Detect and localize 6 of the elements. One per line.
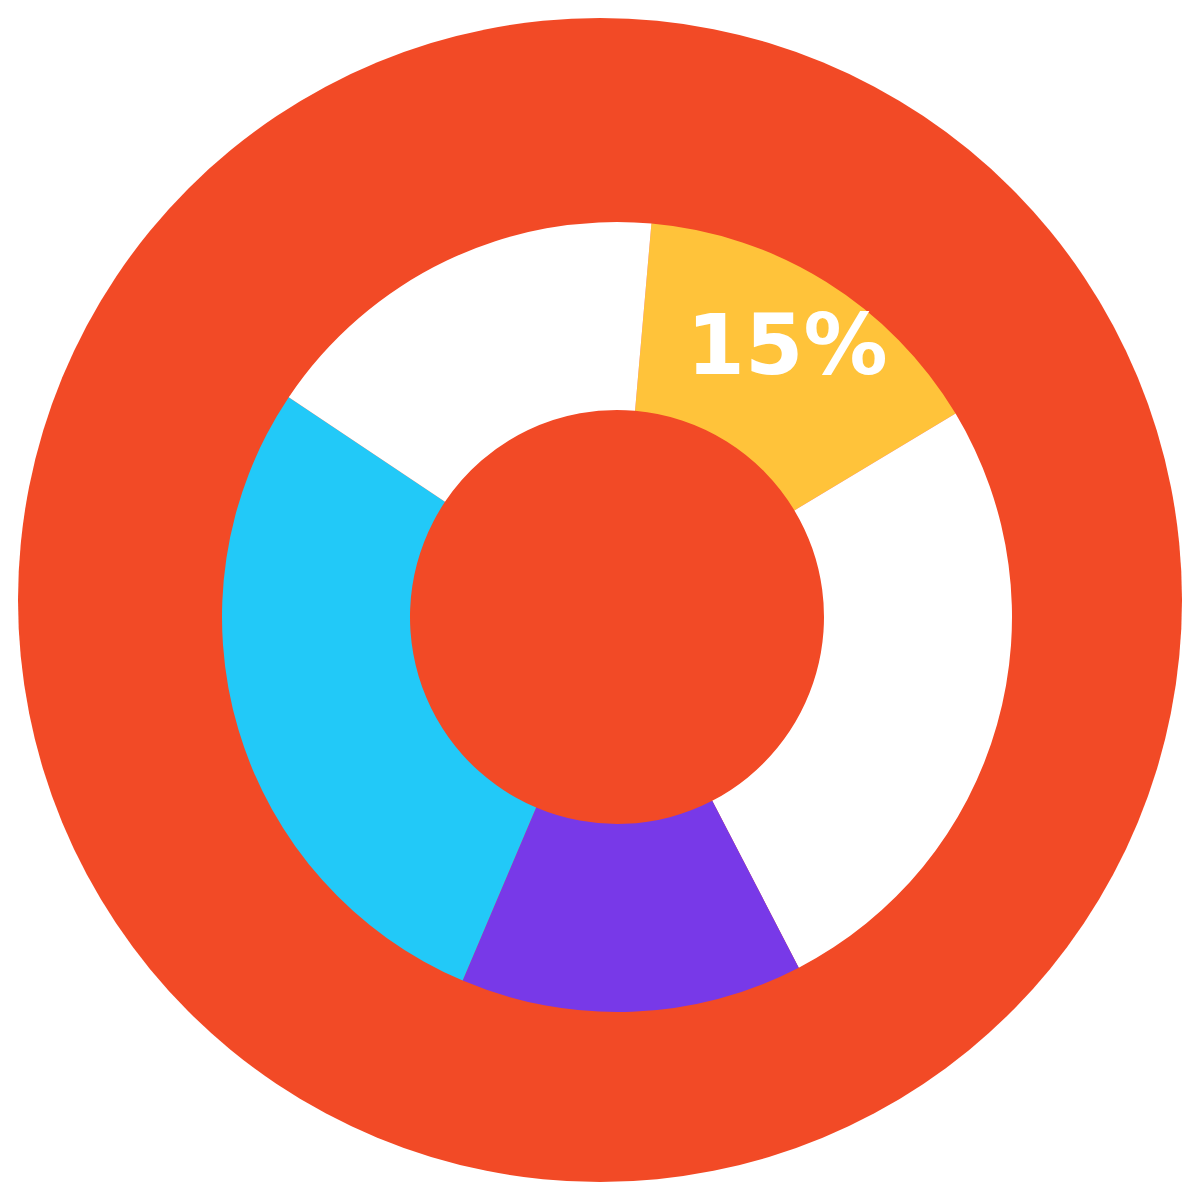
donut-slice [712, 413, 1012, 968]
donut-slice [222, 397, 537, 981]
data-label: 15% [686, 295, 888, 394]
donut-slice [462, 800, 799, 1012]
donut-slice [635, 223, 956, 511]
donut-slice [288, 222, 652, 502]
